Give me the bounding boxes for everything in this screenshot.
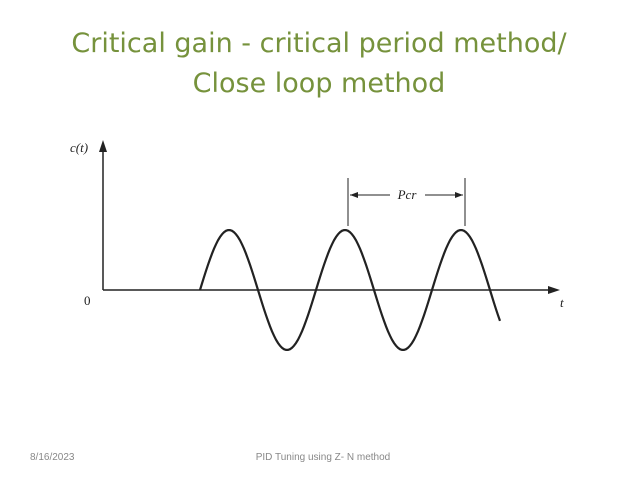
footer-text: PID Tuning using Z- N method: [256, 452, 391, 463]
title-line: Critical gain - critical period method/: [71, 28, 567, 59]
origin-label: 0: [84, 293, 91, 308]
diagram: [99, 140, 560, 351]
oscillation-curve: [198, 229, 502, 351]
footer-date: 8/16/2023: [30, 452, 75, 463]
arrowhead: [350, 192, 358, 198]
y-axis-label: c(t): [70, 140, 88, 155]
arrowhead: [548, 286, 560, 294]
arrowhead: [455, 192, 463, 198]
period-label: Pcr: [397, 187, 418, 202]
title-line: Close loop method: [193, 68, 446, 99]
x-axis-label: t: [560, 295, 564, 310]
arrowhead: [99, 140, 107, 152]
